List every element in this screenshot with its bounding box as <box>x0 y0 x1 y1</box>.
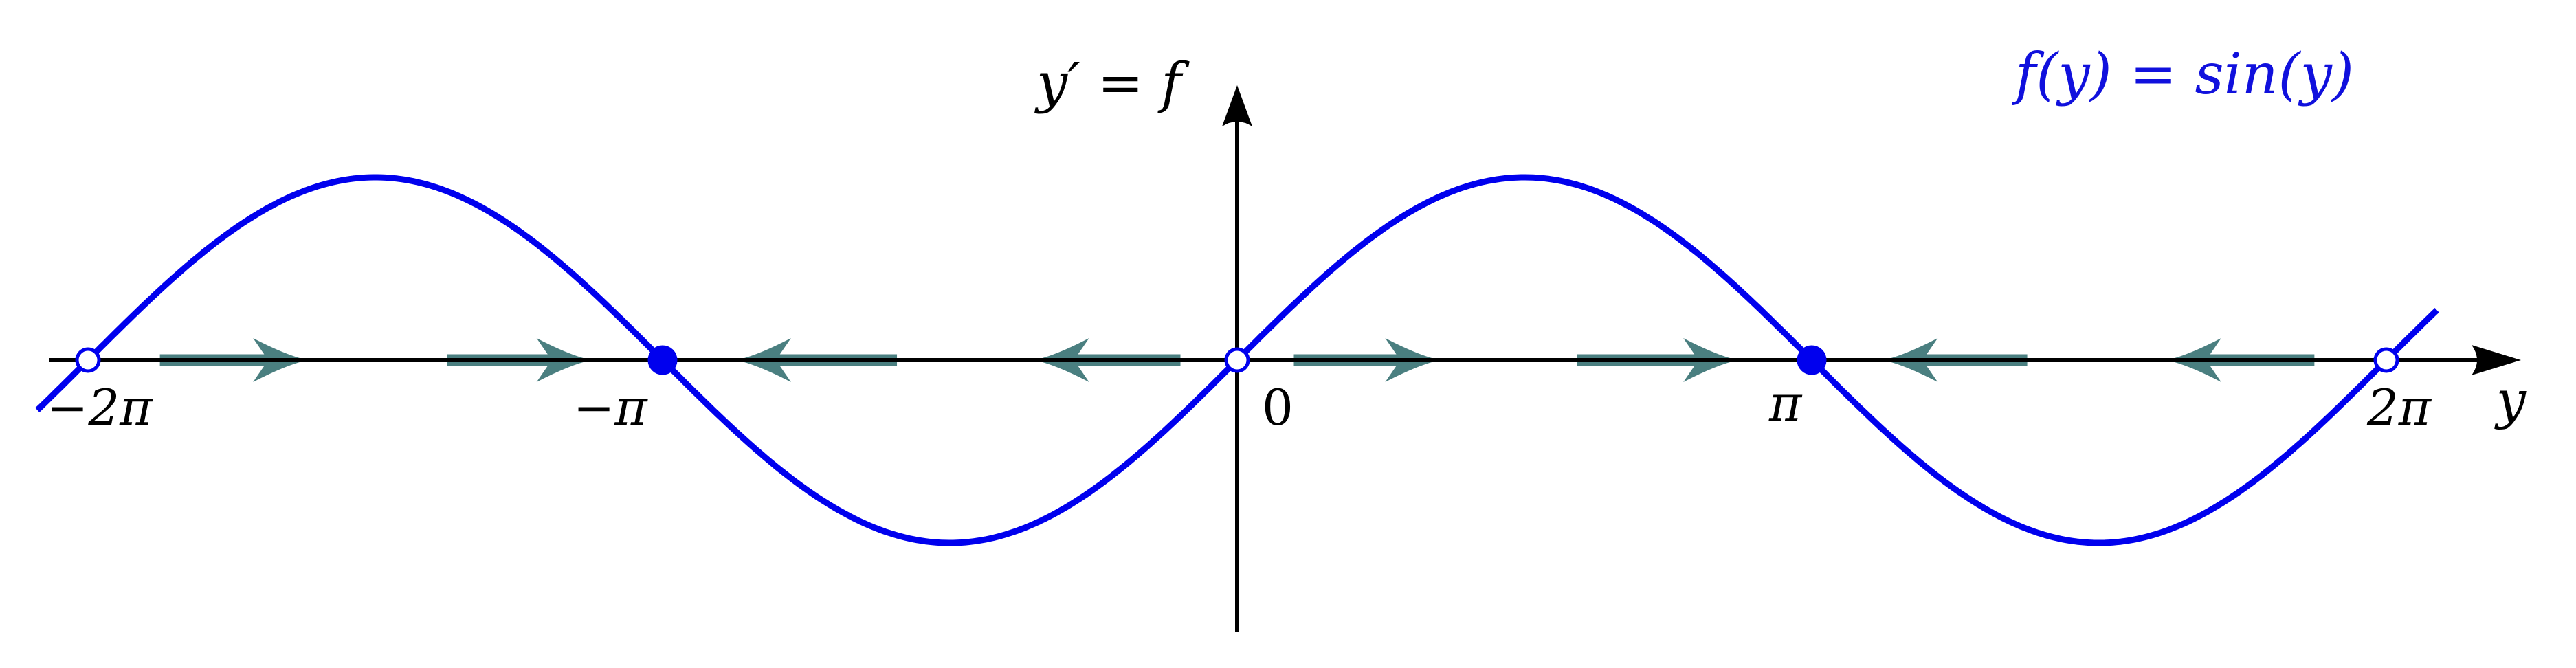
stable-equilibrium-point <box>1797 345 1827 375</box>
unstable-equilibrium-point <box>75 347 101 373</box>
x-axis-label: y <box>2494 369 2527 430</box>
unstable-equilibrium-point <box>2373 347 2399 373</box>
x-tick-label: −2π <box>47 379 153 436</box>
stable-equilibrium-point <box>647 345 678 375</box>
unstable-equilibrium-point <box>1224 347 1250 373</box>
y-axis-arrowhead <box>1222 85 1252 126</box>
x-tick-label: π <box>1768 375 1803 432</box>
axes-layer <box>49 85 2521 632</box>
x-tick-label: 2π <box>2366 379 2432 436</box>
labels-layer: −2π −π 0 π 2π y y′ = f f(y) = sin(y) <box>47 42 2527 436</box>
equilibria-layer <box>75 345 2399 375</box>
x-tick-label: 0 <box>1262 379 1293 436</box>
y-axis-label: y′ = f <box>1034 51 1190 115</box>
x-tick-label: −π <box>573 379 648 436</box>
x-axis-arrowhead <box>2472 345 2521 375</box>
chart-title: f(y) = sin(y) <box>2011 42 2354 107</box>
